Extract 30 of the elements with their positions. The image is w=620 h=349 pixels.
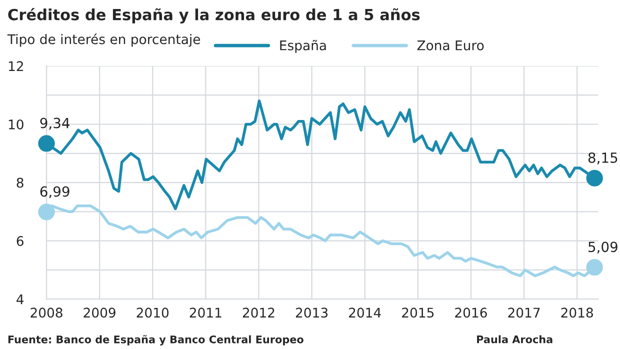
data-label: 8,15 xyxy=(588,152,618,164)
legend-label: Zona Euro xyxy=(417,40,484,50)
text: Paula Arocha xyxy=(477,335,552,344)
x-tick-label: 2010 xyxy=(136,308,169,318)
y-tick-label: 12 xyxy=(8,61,23,71)
point xyxy=(586,258,603,276)
chart-subtitle: Tipo de interés en porcentaje xyxy=(7,33,200,47)
x-tick-label: 2008 xyxy=(30,308,62,318)
y-tick-label: 6 xyxy=(16,236,24,246)
y-tick-label: 8 xyxy=(16,178,24,188)
data-label: 6,99 xyxy=(40,186,70,198)
point xyxy=(586,170,603,186)
point xyxy=(38,204,55,220)
data-label: 9,34 xyxy=(40,118,70,130)
x-tick-label: 2018 xyxy=(561,308,593,318)
x-tick-label: 2017 xyxy=(508,308,540,318)
x-tick-label: 2009 xyxy=(84,308,116,318)
x-tick-label: 2015 xyxy=(402,308,434,318)
x-tick-label: 2012 xyxy=(242,308,274,318)
x-tick-label: 2014 xyxy=(349,308,381,318)
y-tick-label: 10 xyxy=(8,119,24,130)
data-label: 5,09 xyxy=(588,242,618,254)
y-tick-label: 4 xyxy=(16,294,24,304)
x-tick-label: 2011 xyxy=(190,308,222,318)
x-tick-label: 2013 xyxy=(296,308,328,318)
point xyxy=(38,135,55,152)
source-note: Fuente: Banco de España y Banco Central Europeo xyxy=(8,335,304,346)
x-tick-label: 2016 xyxy=(455,308,487,318)
chart-title: Créditos de España y la zona euro de 1 a 5 años xyxy=(8,8,420,24)
legend-label: España xyxy=(280,40,326,53)
